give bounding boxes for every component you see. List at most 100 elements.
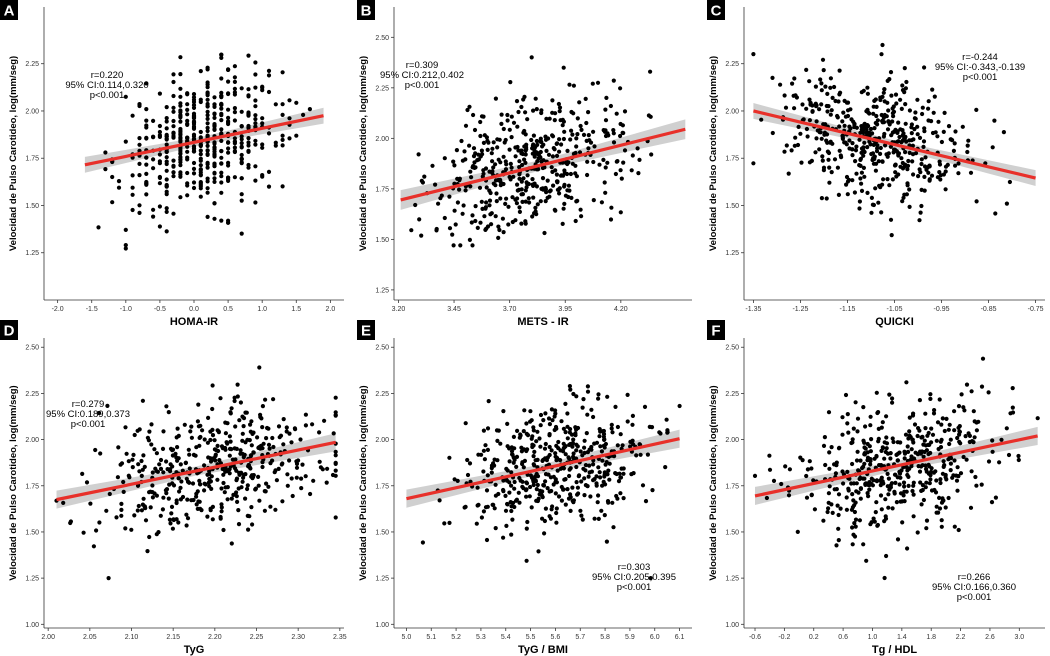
data-point — [895, 475, 900, 480]
data-point — [850, 461, 855, 467]
data-point — [210, 383, 215, 388]
data-point — [191, 92, 197, 97]
data-point — [854, 144, 859, 149]
y-tick-label: 1.75 — [725, 483, 739, 490]
data-point — [956, 171, 961, 176]
data-point — [94, 528, 99, 533]
data-point — [166, 496, 171, 501]
data-point — [849, 481, 854, 486]
data-point — [227, 446, 233, 451]
data-point — [602, 513, 607, 518]
data-point — [918, 210, 923, 215]
data-point — [886, 492, 891, 497]
data-point — [513, 154, 518, 159]
data-point — [562, 129, 567, 134]
data-point — [501, 154, 506, 159]
data-point — [547, 116, 552, 121]
data-point — [870, 151, 876, 156]
data-point — [872, 456, 877, 461]
data-point — [107, 491, 112, 497]
data-point — [603, 462, 608, 467]
data-point — [442, 215, 447, 221]
data-point — [618, 210, 623, 215]
data-point — [967, 439, 972, 445]
data-point — [890, 396, 895, 401]
data-point — [891, 109, 897, 114]
x-tick-label: 2.05 — [83, 634, 97, 641]
data-point — [642, 404, 648, 409]
data-point — [477, 185, 483, 190]
data-point — [333, 461, 338, 466]
data-point — [559, 173, 564, 178]
data-point — [218, 516, 223, 521]
data-point — [876, 410, 881, 415]
correlation-annotation: 95% CI:0.166,0.360 — [932, 582, 1016, 593]
data-point — [648, 576, 653, 581]
data-point — [534, 107, 539, 112]
y-tick-label: 2.00 — [725, 108, 739, 115]
data-point — [814, 103, 819, 108]
data-point — [893, 147, 898, 152]
data-point — [545, 455, 551, 460]
data-point — [245, 486, 250, 492]
data-point — [932, 408, 937, 413]
data-point — [333, 468, 338, 473]
data-point — [954, 473, 959, 478]
data-point — [522, 94, 527, 99]
data-point — [859, 170, 865, 175]
data-point — [845, 108, 851, 113]
data-point — [505, 444, 510, 449]
x-tick-label: 5.7 — [575, 634, 585, 641]
x-tick-label: 0.5 — [223, 306, 233, 313]
correlation-annotation: 95% CI:0.205,0.395 — [592, 572, 676, 583]
data-point — [285, 472, 290, 477]
data-point — [202, 481, 207, 486]
data-point — [561, 136, 567, 142]
data-point — [280, 112, 285, 117]
data-point — [123, 227, 128, 232]
data-point — [527, 200, 532, 205]
x-tick-label: 1.5 — [291, 306, 301, 313]
data-point — [212, 170, 217, 175]
data-point — [478, 119, 483, 125]
data-point — [922, 438, 927, 443]
data-point — [946, 457, 951, 462]
data-point — [980, 356, 986, 361]
data-point — [516, 187, 522, 192]
data-point — [907, 204, 912, 209]
data-point — [582, 445, 587, 450]
data-point — [499, 121, 504, 126]
data-point — [862, 149, 867, 155]
data-point — [854, 458, 860, 463]
data-point — [157, 175, 162, 180]
data-point — [205, 514, 210, 519]
data-point — [783, 105, 789, 110]
data-point — [219, 131, 224, 136]
data-point — [869, 437, 874, 442]
data-point — [819, 136, 824, 141]
data-point — [202, 437, 207, 442]
data-point — [894, 500, 900, 505]
data-point — [898, 127, 903, 132]
data-point — [907, 415, 912, 420]
data-point — [509, 165, 514, 170]
data-point — [253, 98, 258, 103]
data-point — [953, 129, 958, 134]
data-point — [664, 417, 669, 422]
data-point — [874, 478, 880, 483]
data-point — [677, 403, 682, 409]
data-point — [470, 243, 475, 248]
data-point — [450, 232, 455, 237]
data-point — [855, 429, 860, 434]
panel-label-box — [0, 320, 18, 340]
data-point — [951, 148, 957, 153]
data-point — [535, 498, 541, 504]
data-point — [856, 468, 861, 473]
regression-line — [754, 434, 1038, 498]
data-point — [1010, 386, 1015, 391]
data-point — [922, 174, 927, 179]
data-point — [80, 471, 85, 476]
data-point — [151, 157, 156, 162]
data-point — [223, 485, 228, 490]
data-point — [205, 152, 210, 157]
